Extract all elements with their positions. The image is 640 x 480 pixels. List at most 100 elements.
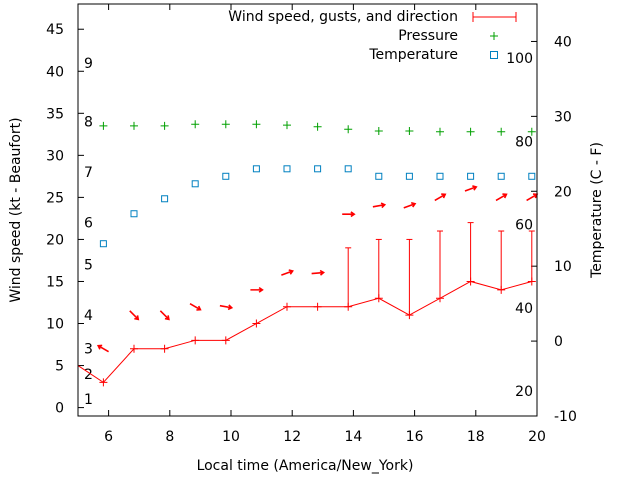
- legend-swatch-temperature: [490, 51, 498, 59]
- y-tick-label: 0: [55, 401, 64, 417]
- wind-direction-arrow: [372, 202, 387, 209]
- temperature-point: [467, 172, 475, 180]
- wind-speed-point: [191, 336, 200, 345]
- temperature-point: [375, 172, 383, 180]
- beaufort-label: 3: [84, 342, 93, 358]
- beaufort-label: 7: [84, 165, 93, 181]
- pressure-point: [466, 127, 475, 136]
- temperature-point: [252, 165, 260, 173]
- pressure-point: [99, 121, 108, 130]
- beaufort-label: 2: [84, 367, 93, 383]
- temperature-point: [314, 165, 322, 173]
- y-tick-label: 15: [46, 274, 64, 290]
- wind-speed-line: [77, 280, 532, 384]
- wind-speed-point: [313, 302, 322, 311]
- legend: Wind speed, gusts, and direction Pressur…: [228, 9, 517, 63]
- y2-tick-label: 20: [554, 184, 572, 200]
- y2-tick-label: 10: [554, 259, 572, 275]
- wind-direction-arrow: [129, 310, 140, 321]
- y-tick-label: 5: [55, 359, 64, 375]
- y-tick-label: 25: [46, 190, 64, 206]
- temperature-point: [161, 195, 169, 203]
- y-tick-label: 20: [46, 232, 64, 248]
- legend-label-pressure: Pressure: [398, 28, 458, 44]
- wind-direction-arrow: [281, 269, 294, 276]
- pressure-point: [313, 122, 322, 131]
- pressure-point: [374, 126, 383, 135]
- fahrenheit-label: 60: [515, 218, 533, 234]
- x-tick-label: 18: [467, 429, 485, 445]
- pressure-point: [527, 127, 536, 136]
- plot-frame: [77, 3, 538, 417]
- fahrenheit-label: 80: [515, 134, 533, 150]
- wind-direction-arrow: [189, 303, 202, 311]
- temperature-point: [130, 210, 138, 218]
- temperature-point: [405, 172, 413, 180]
- x-tick-label: 16: [406, 429, 424, 445]
- y-axis-label: Wind speed (kt - Beaufort): [8, 117, 24, 302]
- wind-direction-arrow: [159, 310, 170, 321]
- x-tick-label: 10: [222, 429, 240, 445]
- wind-direction-arrow: [526, 193, 539, 202]
- wind-direction-arrow: [464, 185, 478, 192]
- y-tick-label: 35: [46, 106, 64, 122]
- x-tick-label: 8: [165, 429, 174, 445]
- beaufort-label: 1: [84, 392, 93, 408]
- wind-direction-arrow: [495, 193, 508, 202]
- fahrenheit-label: 40: [515, 301, 533, 317]
- wind-direction-arrow: [219, 304, 234, 311]
- wind-speed-point: [99, 378, 108, 387]
- y2-tick-label: 40: [554, 34, 572, 50]
- wind-direction-arrow: [96, 344, 109, 353]
- wind-direction-arrow: [250, 286, 264, 293]
- legend-label-wind: Wind speed, gusts, and direction: [228, 9, 458, 25]
- x-tick-label: 20: [528, 429, 546, 445]
- temperature-point: [222, 172, 230, 180]
- wind-direction-arrow: [342, 211, 356, 218]
- pressure-point: [497, 127, 506, 136]
- beaufort-label: 9: [84, 56, 93, 72]
- legend-label-temperature: Temperature: [368, 47, 458, 63]
- axis-ticks: 6 8 10 12 14 16 18 20051015202530354045-1001020…: [46, 4, 577, 445]
- legend-swatch-pressure: [490, 32, 498, 40]
- pressure-point: [405, 126, 414, 135]
- pressure-point: [435, 127, 444, 136]
- plot-series: [77, 120, 539, 387]
- wind-speed-point: [221, 336, 230, 345]
- y-tick-label: 30: [46, 148, 64, 164]
- fahrenheit-label: 100: [506, 51, 533, 67]
- y2-tick-label: 0: [554, 334, 563, 350]
- y2-axis-label: Temperature (C - F): [589, 142, 605, 279]
- pressure-point: [252, 120, 261, 129]
- x-tick-label: 12: [283, 429, 301, 445]
- wind-direction-arrow: [434, 193, 447, 202]
- x-tick-label: 14: [344, 429, 362, 445]
- wind-speed-point: [160, 344, 169, 353]
- pressure-point: [160, 121, 169, 130]
- x-axis-label: Local time (America/New_York): [197, 458, 414, 474]
- pressure-point: [129, 121, 138, 130]
- temperature-point: [283, 165, 291, 173]
- beaufort-label: 4: [84, 308, 93, 324]
- fahrenheit-label: 20: [515, 384, 533, 400]
- wind-direction-arrow: [311, 269, 325, 276]
- beaufort-label: 6: [84, 216, 93, 232]
- temperature-point: [497, 172, 505, 180]
- temperature-point: [436, 172, 444, 180]
- x-tick-label: 6: [104, 429, 113, 445]
- pressure-point: [221, 120, 230, 129]
- temperature-point: [191, 180, 199, 188]
- y-tick-label: 10: [46, 317, 64, 333]
- y-tick-label: 40: [46, 64, 64, 80]
- temperature-point: [344, 165, 352, 173]
- wind-speed-point: [252, 319, 261, 328]
- temperature-point: [528, 172, 536, 180]
- temperature-point: [99, 240, 107, 248]
- beaufort-label: 8: [84, 115, 93, 131]
- wind-direction-arrow: [403, 201, 417, 209]
- y-tick-label: 45: [46, 22, 64, 38]
- wind-speed-point: [129, 344, 138, 353]
- pressure-point: [344, 125, 353, 134]
- beaufort-label: 5: [84, 258, 93, 274]
